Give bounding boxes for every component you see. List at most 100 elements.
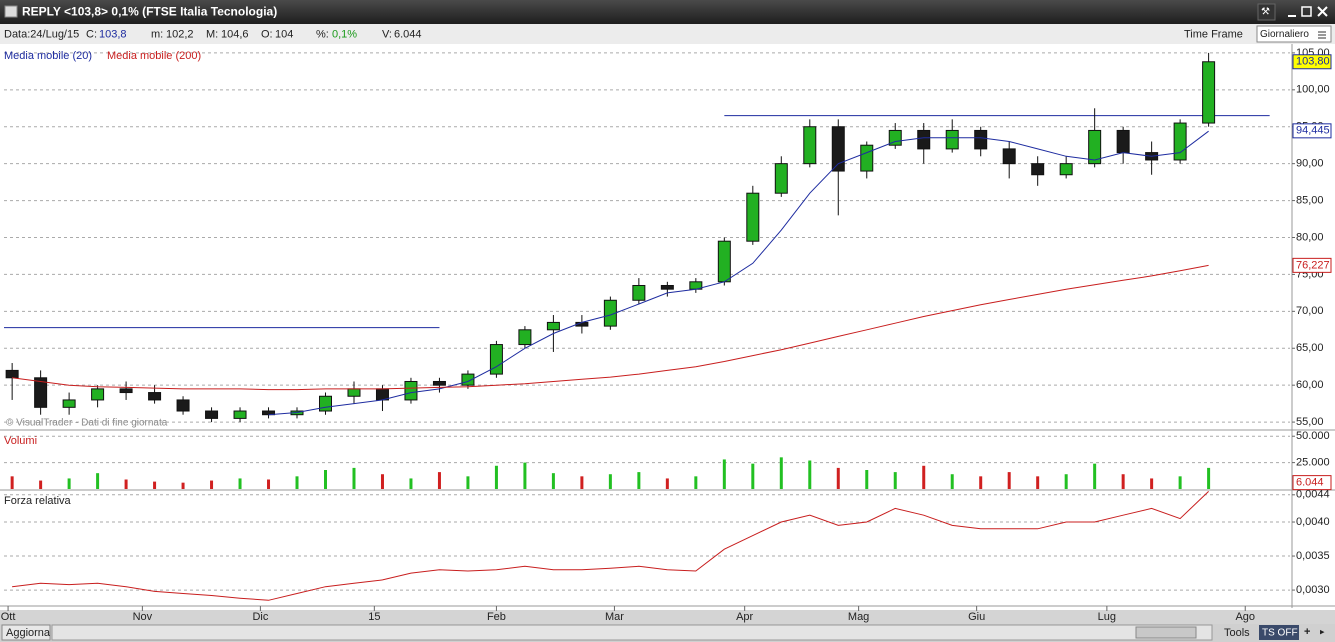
candle-body [1202,61,1216,124]
y-tick-label: 0,0030 [1296,584,1330,596]
volume-bar [1007,472,1011,489]
candle-body [319,395,332,412]
volume-bar [1093,463,1097,489]
candle-body [1059,163,1073,176]
last-volume-label: 6.044 [1296,477,1324,489]
y-tick-label: 0,0035 [1296,550,1330,562]
y-tick-label: 70,00 [1296,305,1324,317]
candle-body [1173,122,1187,161]
volume-bar [10,476,14,489]
x-tick-label: 15 [368,611,380,623]
candle-body [660,284,674,290]
app-icon [4,5,18,18]
candle-body [746,192,760,242]
scrollbar[interactable] [51,624,1213,641]
volume-bar [779,457,783,489]
info-label: M: [206,28,218,40]
moving-average [268,130,1209,416]
candle-body [432,380,446,386]
info-close: 103,8 [99,28,127,40]
scroll-thumb[interactable] [1135,626,1197,639]
tools-button[interactable]: Tools [1224,627,1250,639]
candle-body [34,377,48,408]
x-tick-label: Mar [605,611,624,623]
volume-bar [67,478,71,489]
menu-button[interactable]: ▸ [1320,626,1325,636]
candle-body [717,240,731,283]
watermark: © VisualTrader - Dati di fine giornata [6,418,168,429]
info-bar [0,24,1335,44]
volume-bar [210,480,214,489]
y-tick-label: 85,00 [1296,194,1324,206]
volume-bar [39,480,43,489]
y-tick-label: 50.000 [1296,430,1330,442]
last-value-label-box [1292,123,1332,139]
panel-title: Volumi [4,435,37,447]
volume-bar [950,474,954,489]
legend-entry: Media mobile (20) [4,50,92,62]
volume-bar [637,472,641,489]
window-title: REPLY <103,8> 0,1% (FTSE Italia Tecnolog… [22,5,277,19]
time-frame-value: Giornaliero [1260,29,1309,40]
candle-body [831,126,845,172]
refresh-label: Aggiorna [6,627,51,639]
volume-bar [124,479,128,489]
candle-body [461,373,475,386]
candle-body [233,410,247,419]
candle-body [205,410,219,419]
select-arrow [1318,31,1326,39]
info-label: O: [261,28,273,40]
volume-bar [608,474,612,489]
chart-area [0,44,1335,610]
candle-body [148,392,162,401]
time-frame-select[interactable] [1256,25,1332,43]
info-label: V: [382,28,392,40]
volume-bar [836,467,840,489]
x-tick-label: Giu [968,611,985,623]
volume-bar [238,478,242,489]
y-tick-label: 90,00 [1296,158,1324,170]
volume-bar [523,462,527,489]
add-button[interactable]: + [1304,626,1310,638]
info-label: %: [316,28,329,40]
volume-bar [295,476,299,489]
volume-bar [979,476,983,489]
pin-button[interactable] [1257,3,1276,21]
volume-bar [751,463,755,489]
x-tick-label: Ago [1235,611,1255,623]
volume-bar [96,473,100,489]
last-value-label: 103,80 [1296,56,1330,68]
volume-bar [494,465,498,489]
candle-body [860,144,874,172]
candle-body [1116,129,1130,154]
candle-body [1002,148,1016,165]
ts-button[interactable] [1259,625,1299,640]
volume-bar [922,465,926,489]
volume-bar [181,482,185,489]
candle-body [62,399,76,408]
x-tick-label: Dic [252,611,268,623]
volume-bar [1064,474,1068,489]
maximize-button[interactable] [1301,6,1312,17]
candle-body [1088,129,1102,165]
volume-bar [153,481,157,489]
x-tick-label: Ott [1,611,16,623]
candle-body [176,399,190,412]
info-label: C: [86,28,97,40]
last-value-label-box [1292,257,1332,273]
candle-body [632,284,646,301]
candle-body [1031,163,1045,176]
candle-body [518,329,532,346]
volume-bar [893,472,897,489]
info-label: m: [151,28,163,40]
volume-bar [1178,476,1182,489]
close-button[interactable] [1317,6,1328,17]
pin-icon: ⚒ [1261,7,1270,18]
y-tick-label: 60,00 [1296,379,1324,391]
candle-body [91,388,105,401]
volume-bar [466,476,470,489]
candle-body [945,129,959,150]
refresh-button[interactable] [1,624,51,641]
